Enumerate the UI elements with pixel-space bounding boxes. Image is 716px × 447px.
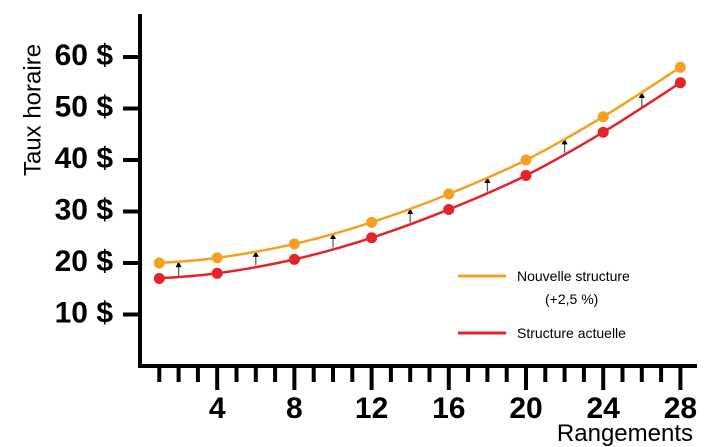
series-point-1 (520, 169, 532, 181)
series-point-0 (288, 238, 300, 250)
y-tick-label: 40 $ (55, 142, 114, 175)
series-line-0 (159, 66, 682, 265)
x-tick-label: 8 (286, 392, 303, 425)
y-tick-label: 50 $ (55, 90, 114, 123)
series-point-0 (366, 216, 378, 228)
series-point-1 (674, 77, 686, 89)
increase-arrows (175, 92, 645, 276)
x-tick-label: 4 (209, 392, 226, 425)
series-point-0 (153, 257, 165, 269)
x-tick-label: 24 (587, 392, 621, 425)
y-tick-label: 30 $ (55, 193, 114, 226)
series-point-0 (597, 111, 609, 123)
y-tick-label: 60 $ (55, 39, 114, 72)
series-layer (153, 61, 686, 284)
x-tick-label: 28 (664, 392, 697, 425)
series-point-1 (153, 272, 165, 284)
series-point-0 (443, 188, 455, 200)
x-tick-label: 16 (432, 392, 465, 425)
legend-label-actuelle: Structure actuelle (517, 325, 626, 341)
x-tick-label: 20 (509, 392, 542, 425)
y-tick-label: 10 $ (55, 296, 114, 329)
series-point-1 (443, 203, 455, 215)
x-ticks: 4 8 12 16 20 24 28 (157, 366, 697, 425)
y-ticks: 10 $ 20 $ 30 $ 40 $ 50 $ 60 $ (55, 39, 140, 329)
series-point-0 (211, 252, 223, 264)
series-point-0 (520, 154, 532, 166)
legend: Nouvelle structure (+2,5 %) Structure ac… (458, 268, 630, 341)
x-axis-title: Rangements (557, 420, 693, 447)
series-point-1 (211, 267, 223, 279)
series-point-1 (288, 253, 300, 265)
legend-label-nouvelle: Nouvelle structure (517, 268, 630, 284)
y-tick-label: 20 $ (55, 245, 114, 278)
x-tick-label: 12 (355, 392, 388, 425)
series-point-1 (597, 126, 609, 138)
series-point-1 (366, 232, 378, 244)
y-axis-title: Taux horaire (19, 44, 46, 176)
legend-label-nouvelle-detail: (+2,5 %) (545, 291, 598, 307)
series-point-0 (674, 61, 686, 73)
